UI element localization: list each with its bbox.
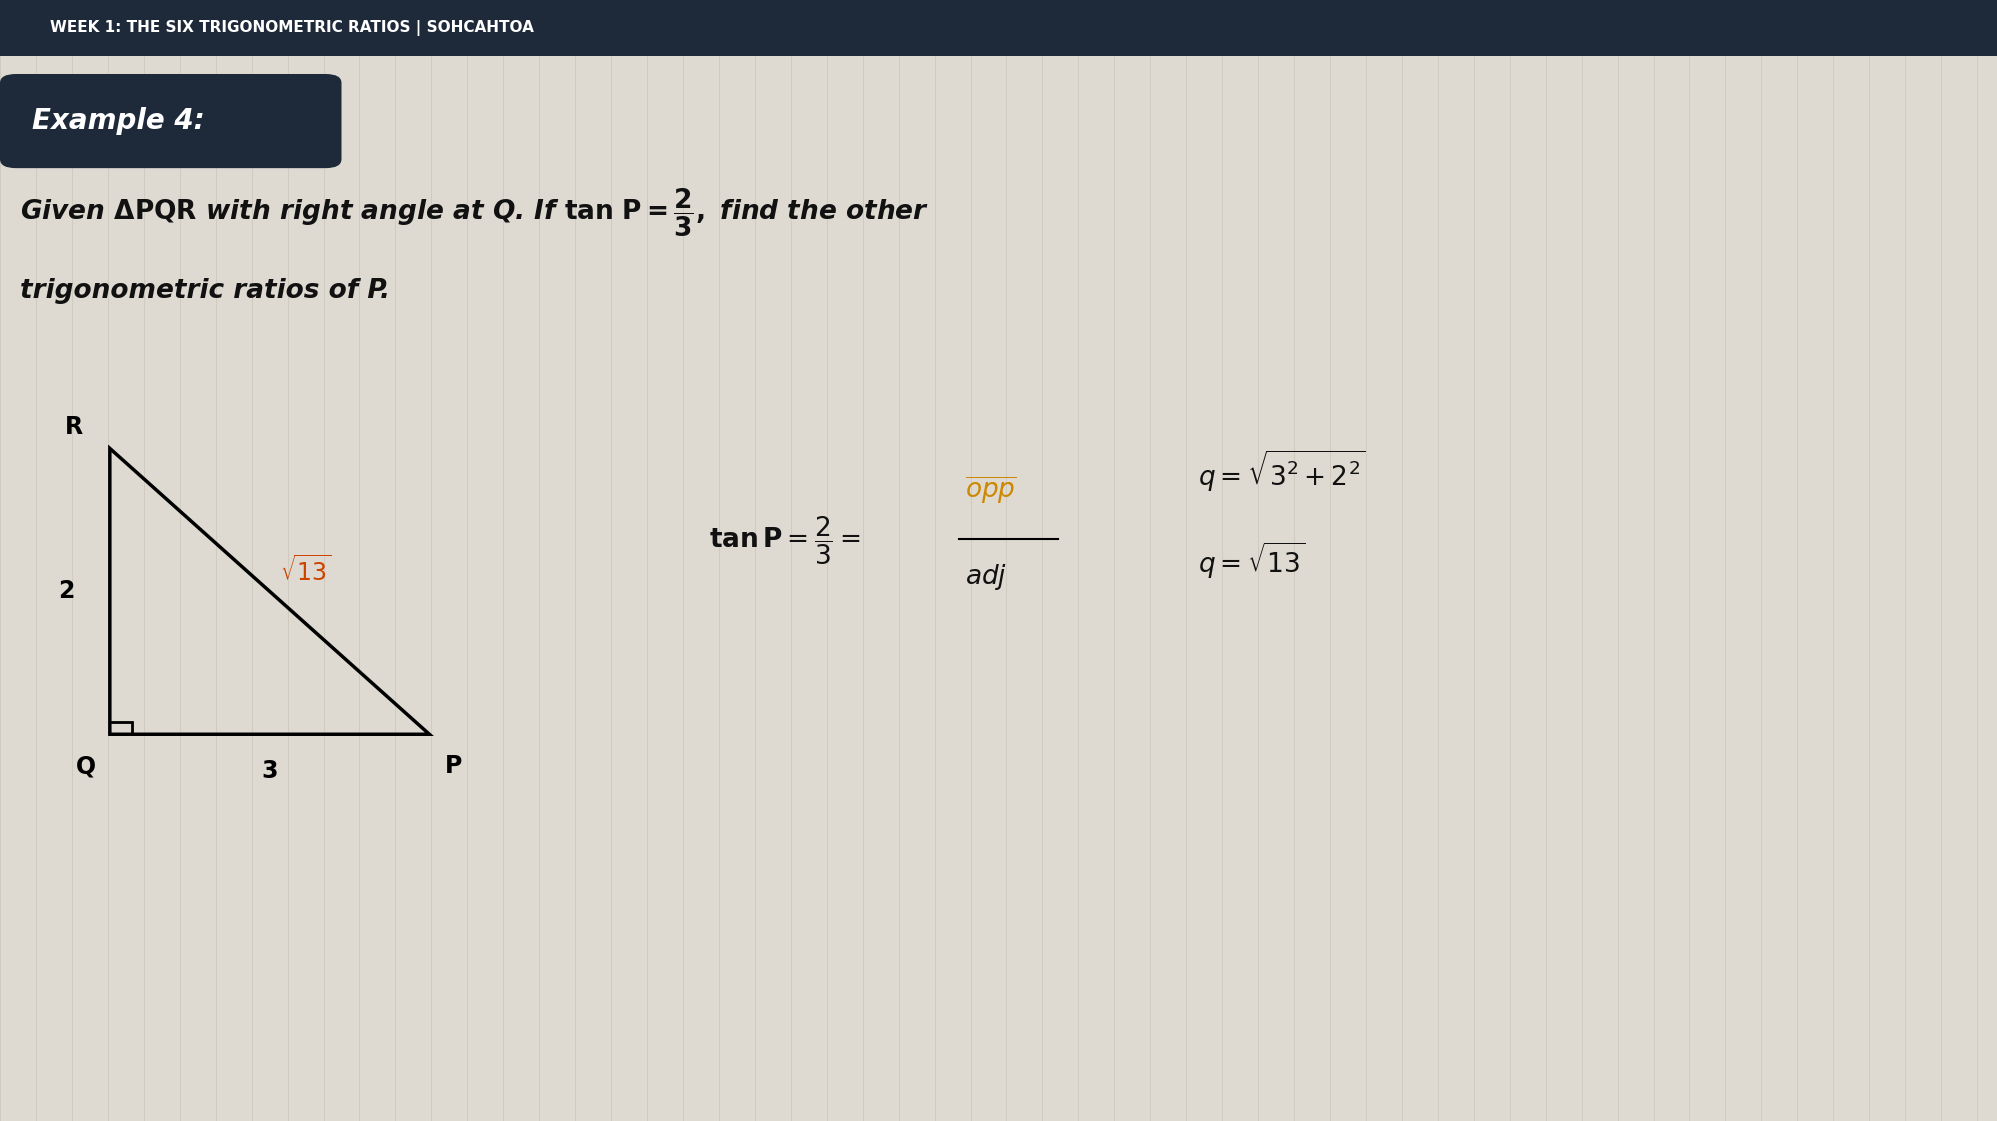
Text: $\mathbf{tan\,P} = \dfrac{2}{3} = $: $\mathbf{tan\,P} = \dfrac{2}{3} = $ [709, 515, 861, 567]
Text: Given $\mathbf{\Delta PQR}$ with right angle at Q. If $\bf{tan}\ \bf{P} = \dfrac: Given $\mathbf{\Delta PQR}$ with right a… [20, 187, 929, 239]
Text: $q = \sqrt{13}$: $q = \sqrt{13}$ [1198, 540, 1306, 581]
Text: P: P [445, 754, 461, 778]
Text: 3: 3 [262, 759, 278, 782]
Text: 2: 2 [58, 580, 74, 603]
Text: Example 4:: Example 4: [32, 108, 206, 135]
Text: trigonometric ratios of P.: trigonometric ratios of P. [20, 278, 389, 305]
Text: $\sqrt{13}$: $\sqrt{13}$ [280, 556, 332, 586]
FancyBboxPatch shape [0, 74, 341, 168]
Bar [0, 0, 1997, 56]
Text: R: R [64, 416, 84, 439]
Bar [959, 0, 1218, 56]
Text: WEEK 1: THE SIX TRIGONOMETRIC RATIOS | SOHCAHTOA: WEEK 1: THE SIX TRIGONOMETRIC RATIOS | S… [50, 20, 533, 36]
Text: $\overline{\mathit{opp}}$: $\overline{\mathit{opp}}$ [965, 474, 1016, 506]
Text: Q: Q [76, 754, 96, 778]
Text: $q = \sqrt{3^2 + 2^2}$: $q = \sqrt{3^2 + 2^2}$ [1198, 448, 1366, 493]
Text: $\mathit{adj}$: $\mathit{adj}$ [965, 563, 1006, 592]
